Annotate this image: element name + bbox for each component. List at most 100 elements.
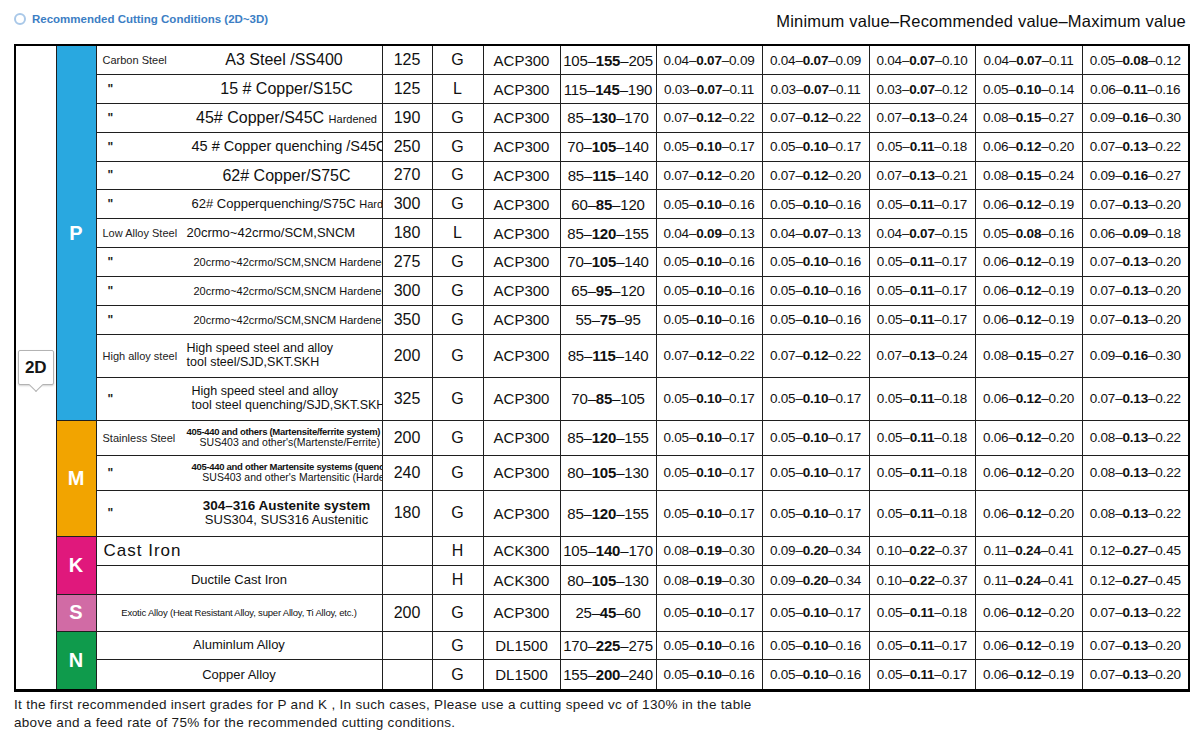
min-value: 0.05 [770,605,795,620]
feed-cell: 0.05–0.10–0.16 [656,276,762,305]
recommended-value: 0.12 [1016,506,1041,521]
feed-cell: 0.06–0.12–0.19 [975,276,1082,305]
material-cell: Cast Iron [96,536,382,566]
min-value: 0.05 [663,465,688,480]
max-value: 0.09 [836,53,861,68]
max-value: 0.19 [1049,197,1074,212]
iso-class-cell: G [432,377,483,420]
material-name-line: 20crmo~42crmo [194,285,274,297]
max-value: 0.20 [1155,283,1180,298]
material-wrap: Ductile Cast Iron [97,566,382,594]
max-value: 0.45 [1155,573,1180,588]
max-value: 0.12 [942,82,967,97]
recommended-value: 0.10 [803,283,828,298]
cutting-speed-cell: 85–115–140 [560,334,656,377]
recommended-value: 0.11 [910,139,935,154]
material-group-S: S [56,595,96,631]
min-value: 85 [568,347,584,364]
min-value: 0.06 [983,197,1008,212]
feed-cell: 0.07–0.13–0.20 [1082,631,1189,660]
material-group-P: P [56,45,96,421]
min-value: 0.09 [770,543,795,558]
recommended-value: 0.12 [1016,283,1041,298]
table-row: "304–316 Austenite systemSUS304, SUS316 … [15,490,1189,536]
value-range-legend: Minimum value–Recommended value–Maximum … [776,12,1186,31]
material-name-line: High speed steel and alloy [187,342,382,356]
feed-cell: 0.07–0.13–0.20 [1082,660,1189,691]
table-row: "45# Copper/S45C Hardened190GACP30085–13… [15,103,1189,132]
cutting-speed-cell: 85–120–155 [560,421,656,456]
max-value: 155 [624,505,648,522]
material-wrap: "62# Copperquenching/S75C Hardened [97,190,382,218]
iso-class-cell: G [432,455,483,490]
min-value: 0.07 [1090,667,1115,682]
material-name-line: /SCM,SNCM Hardened [273,256,382,268]
material-name-line: 62# Copper/S75C [192,167,382,185]
recommended-value: 225 [596,637,620,654]
feed-cell: 0.05–0.08–0.12 [1082,45,1189,75]
cutting-speed-cell: 85–120–155 [560,219,656,248]
min-value: 0.09 [1090,110,1115,125]
max-value: 0.16 [729,197,754,212]
min-value: 0.05 [770,197,795,212]
max-value: 140 [624,253,648,270]
recommended-value: 0.10 [803,254,828,269]
min-value: 85 [567,429,583,446]
material-name-line: /SCM,SNCM Hardened [273,314,382,326]
recommended-value: 0.10 [696,667,721,682]
recommended-value: 105 [592,253,616,270]
hardened-label: Hardened [359,198,382,210]
max-value: 60 [624,604,640,621]
recommended-value: 0.12 [1016,605,1041,620]
max-value: 0.41 [1048,543,1073,558]
feed-cell: 0.12–0.27–0.45 [1082,566,1189,595]
feed-cell: 0.06–0.12–0.19 [975,660,1082,691]
material-cell: High alloy steelHigh speed steel and all… [96,334,382,377]
max-value: 0.17 [836,506,861,521]
max-value: 130 [624,464,648,481]
material-name: 15 # Copper/S15C [192,80,382,98]
max-value: 0.20 [729,168,754,183]
iso-class-cell: G [432,490,483,536]
cutting-speed-cell: 155–200–240 [560,660,656,691]
recommended-value: 0.10 [696,430,721,445]
recommended-value: 140 [596,542,620,559]
min-value: 80 [567,464,583,481]
material-name-line: 45# Copper/S45C Hardened [192,109,382,127]
recommended-value: 0.19 [696,543,721,558]
min-value: 0.05 [770,667,795,682]
max-value: 0.16 [729,638,754,653]
max-value: 0.20 [1049,506,1074,521]
min-value: 0.08 [1090,506,1115,521]
max-value: 0.20 [1155,197,1180,212]
max-value: 0.17 [942,254,967,269]
min-value: 0.06 [983,638,1008,653]
recommended-value: 0.12 [1016,638,1041,653]
max-value: 0.34 [836,543,861,558]
min-value: 0.05 [770,283,795,298]
iso-class-cell: G [432,305,483,334]
table-row: MStainless Steel405-440 and others (Mart… [15,421,1189,456]
recommended-value: 0.11 [910,430,935,445]
max-value: 0.18 [942,430,967,445]
feed-cell: 0.05–0.10–0.16 [762,276,869,305]
cutting-speed-cell: 105–155–205 [560,45,656,75]
material-name: 405-440 and other Martensite systems (qu… [192,462,383,484]
recommended-value: 0.20 [803,543,828,558]
material-category: " [97,111,192,125]
material-category: " [97,392,192,406]
material-cell: Ductile Cast Iron [96,566,382,595]
material-name-line: SUS403 and other's Martensitic (Hardened… [192,472,383,484]
recommended-value: 0.09 [696,226,721,241]
material-category: High alloy steel [97,350,187,362]
recommended-value: 0.07 [909,82,934,97]
max-value: 0.20 [1049,605,1074,620]
material-name: 62# Copper/S75C [192,167,382,185]
feed-cell: 0.06–0.12–0.19 [975,248,1082,277]
material-name: 20crmo~42crmo/SCM,SNCM [187,226,382,240]
max-value: 130 [624,572,648,589]
feed-cell: 0.05–0.10–0.17 [656,377,762,420]
grade-cell: ACP300 [483,305,560,334]
min-value: 0.06 [1090,82,1115,97]
material-wrap: "45 # Copper quenching /S45C [97,133,382,161]
